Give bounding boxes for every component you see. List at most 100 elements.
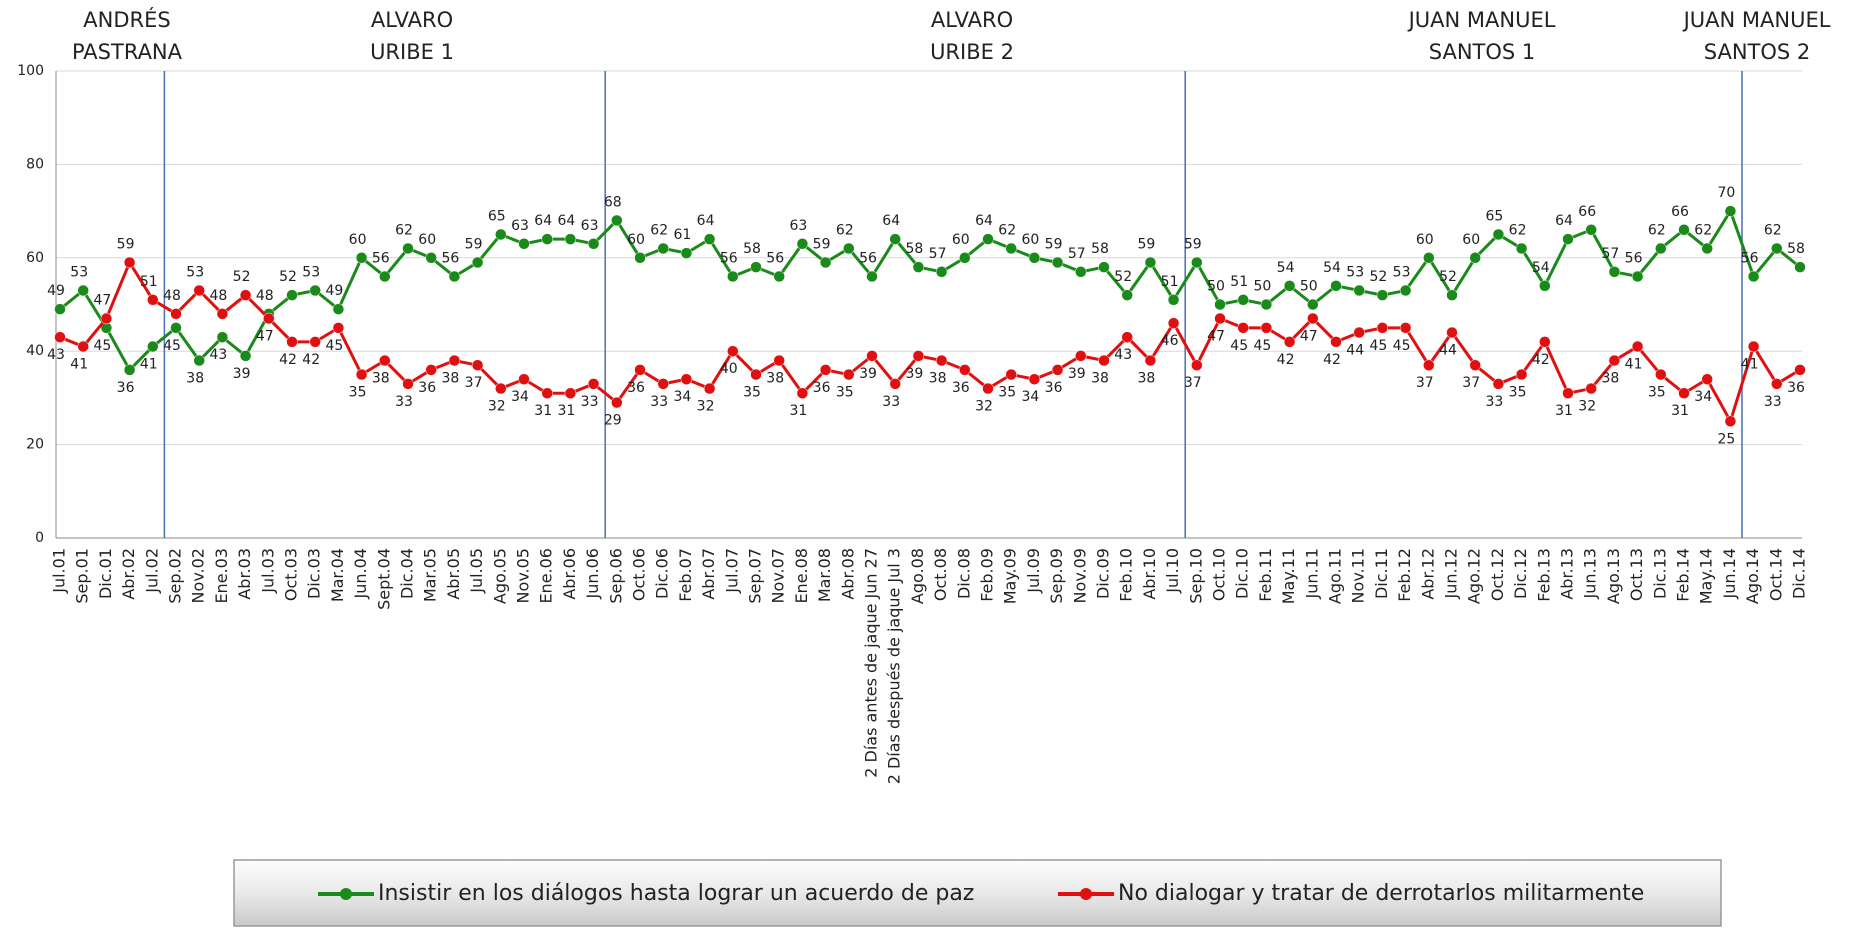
- point: [1562, 387, 1574, 399]
- point: [1469, 252, 1481, 264]
- data-label: 45: [1393, 338, 1411, 354]
- data-label: 56: [372, 250, 390, 266]
- point: [239, 350, 252, 362]
- x-tick-label: Feb.14: [1674, 548, 1693, 602]
- point: [193, 354, 205, 367]
- data-label: 36: [418, 380, 436, 396]
- x-tick-label: May.11: [1279, 548, 1298, 604]
- period-label: ALVARO: [931, 8, 1013, 32]
- data-label: 64: [697, 213, 715, 229]
- data-label: 58: [905, 241, 923, 257]
- data-label: 45: [163, 338, 181, 354]
- point: [819, 364, 832, 376]
- point: [866, 270, 878, 283]
- data-label: 38: [929, 371, 947, 387]
- point: [425, 252, 437, 264]
- point: [309, 284, 321, 297]
- data-label: 31: [1671, 403, 1689, 419]
- period-label: ALVARO: [371, 8, 453, 32]
- x-tick-label: Dic.13: [1650, 548, 1669, 599]
- data-label: 53: [1393, 264, 1411, 280]
- period-label: ANDRÉS: [83, 7, 170, 32]
- data-label: 25: [1717, 431, 1735, 447]
- x-tick-label: Nov.07: [769, 548, 788, 603]
- point: [54, 303, 66, 315]
- point: [402, 378, 414, 390]
- point: [471, 359, 484, 371]
- data-label: 64: [557, 213, 575, 229]
- point: [1307, 312, 1319, 325]
- point: [611, 396, 623, 409]
- x-tick-label: Dic.10: [1233, 548, 1252, 599]
- point: [448, 270, 461, 283]
- x-tick-label: Ene.03: [212, 548, 231, 604]
- point: [147, 340, 159, 353]
- data-label: 48: [209, 288, 227, 304]
- data-label: 39: [905, 366, 923, 382]
- data-label: 57: [1601, 246, 1619, 262]
- data-label: 45: [325, 338, 343, 354]
- point: [1678, 224, 1690, 236]
- x-tick-label: Oct.08: [931, 548, 950, 601]
- point: [1608, 266, 1621, 278]
- data-label: 53: [186, 264, 204, 280]
- point: [680, 373, 693, 385]
- data-label: 47: [93, 293, 111, 309]
- y-tick-label: 0: [35, 530, 44, 546]
- x-tick-label: Sep.10: [1186, 548, 1205, 604]
- point: [1214, 298, 1226, 311]
- data-label: 61: [673, 227, 691, 243]
- data-label: 35: [1648, 385, 1666, 401]
- point: [1492, 378, 1505, 390]
- point: [1005, 242, 1017, 255]
- point: [1399, 284, 1412, 297]
- x-tick-label: Jun.06: [583, 548, 602, 599]
- point: [1585, 224, 1597, 236]
- x-tick-label: Dic.09: [1094, 548, 1113, 599]
- data-label: 35: [349, 385, 367, 401]
- x-tick-label: Oct.12: [1488, 548, 1507, 601]
- data-label: 33: [581, 394, 599, 410]
- point: [239, 289, 252, 301]
- data-label: 33: [1485, 394, 1503, 410]
- point: [889, 378, 901, 390]
- x-tick-label: Jul.01: [50, 548, 69, 594]
- point: [1260, 322, 1273, 334]
- point: [1515, 368, 1528, 381]
- data-label: 31: [534, 403, 552, 419]
- x-tick-label: Mar.05: [421, 548, 440, 602]
- data-label: 60: [1416, 232, 1434, 248]
- point: [471, 256, 484, 269]
- data-label: 70: [1717, 185, 1735, 201]
- x-tick-label: Jul.09: [1024, 548, 1043, 594]
- point: [657, 242, 669, 255]
- point: [1098, 354, 1110, 367]
- data-label: 43: [47, 347, 65, 363]
- point: [587, 378, 600, 390]
- data-label: 34: [673, 389, 691, 405]
- x-tick-label: Oct.03: [282, 548, 301, 601]
- point: [1701, 373, 1713, 385]
- series-line: [59, 259, 1801, 426]
- x-tick-label: Dic.12: [1511, 548, 1530, 599]
- point: [541, 233, 553, 245]
- data-label: 39: [1068, 366, 1086, 382]
- data-label: 38: [1601, 371, 1619, 387]
- y-tick-label: 60: [26, 250, 44, 266]
- x-tick-label: Nov.09: [1070, 548, 1089, 603]
- data-label: 34: [1021, 389, 1039, 405]
- data-label: 62: [1648, 222, 1666, 238]
- x-tick-label: Mar.08: [815, 548, 834, 602]
- data-label: 47: [1207, 329, 1225, 345]
- data-label: 32: [975, 399, 993, 415]
- x-tick-label: Jul.05: [467, 548, 486, 594]
- point: [727, 270, 739, 283]
- data-label: 63: [789, 218, 807, 234]
- point: [425, 364, 437, 376]
- point: [1098, 261, 1110, 273]
- point: [402, 242, 414, 255]
- data-label: 34: [1694, 389, 1712, 405]
- data-label: 58: [1787, 241, 1805, 257]
- data-label: 56: [859, 250, 877, 266]
- data-label: 60: [1021, 232, 1039, 248]
